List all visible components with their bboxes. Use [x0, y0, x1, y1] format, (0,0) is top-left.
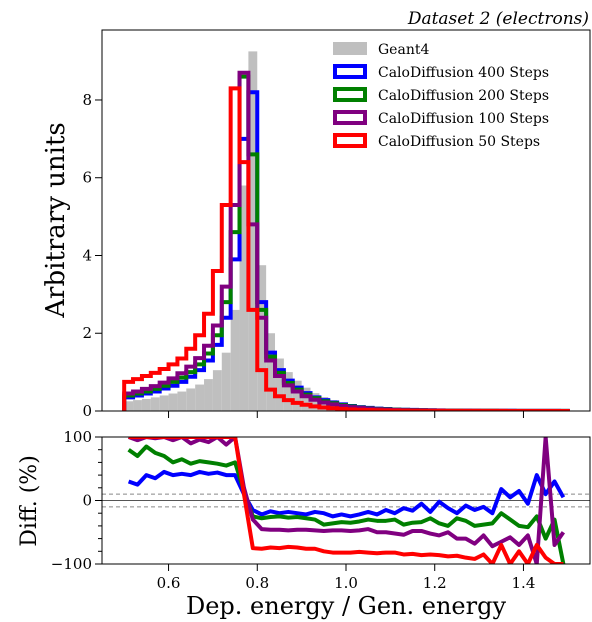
legend-item-calodiffusion-50-steps: CaloDiffusion 50 Steps: [333, 133, 540, 150]
x-tick-label: 0.8: [245, 574, 269, 592]
legend: Geant4 CaloDiffusion 400 Steps CaloDiffusi…: [333, 42, 549, 150]
ratio-panel: −100 0 100 0.6 0.8 1.0 1.2 1.4 Diff. (%) Dep. e…: [17, 428, 591, 620]
geant4-bar: [141, 398, 151, 411]
ratio-series-layer: [127, 437, 566, 564]
main-y-tick-label: 8: [82, 91, 92, 109]
main-y-tick-label: 4: [82, 246, 92, 264]
legend-item-geant4: Geant4: [333, 42, 429, 58]
chart-title: Dataset 2 (electrons): [407, 9, 589, 29]
ratio-series-calodiffusion-100-steps: [127, 437, 566, 564]
main-y-tick-label: 6: [82, 169, 92, 187]
geant4-bar: [221, 352, 231, 411]
ratio-y-tick-label: −100: [51, 555, 92, 573]
x-tick-label: 0.6: [157, 574, 181, 592]
geant4-bar: [266, 333, 276, 411]
ratio-y-tick-label: 100: [63, 428, 92, 446]
legend-label: CaloDiffusion 200 Steps: [378, 88, 549, 104]
main-axis-ticks: 0 2 4 6 8: [82, 91, 524, 420]
legend-label: CaloDiffusion 100 Steps: [378, 111, 549, 127]
geant4-bar: [239, 185, 249, 411]
ratio-reference-lines: [102, 493, 590, 508]
x-tick-label: 1.4: [512, 574, 536, 592]
ratio-series-calodiffusion-50-steps: [128, 437, 564, 564]
main-y-tick-label: 0: [82, 402, 92, 420]
legend-swatch: [333, 42, 367, 55]
main-panel: 0 2 4 6 8 Arbitrary units Geant4 CaloDiffusio…: [41, 29, 591, 420]
ratio-series-calodiffusion-400-steps: [127, 469, 566, 519]
legend-swatch: [333, 87, 367, 102]
legend-swatch: [333, 133, 367, 148]
geant4-bar: [133, 400, 142, 411]
legend-label: Geant4: [378, 42, 429, 58]
legend-swatch: [333, 64, 367, 79]
main-y-tick-label: 2: [82, 324, 92, 342]
geant4-bar: [177, 391, 187, 411]
geant4-bar: [212, 370, 222, 411]
legend-swatch: [333, 110, 367, 125]
ratio-y-axis-label: Diff. (%): [17, 455, 42, 547]
legend-item-calodiffusion-400-steps: CaloDiffusion 400 Steps: [333, 64, 549, 81]
legend-label: CaloDiffusion 50 Steps: [378, 134, 540, 150]
geant4-bar: [292, 380, 302, 411]
main-y-axis-label: Arbitrary units: [41, 122, 71, 319]
geant4-bar: [230, 309, 240, 411]
geant4-bar: [283, 372, 293, 411]
x-tick-label: 1.2: [423, 574, 447, 592]
legend-item-calodiffusion-100-steps: CaloDiffusion 100 Steps: [333, 110, 549, 127]
ratio-y-tick-label: 0: [82, 492, 92, 510]
geant4-bar: [124, 401, 134, 411]
geant4-bar: [186, 388, 196, 411]
ratio-axis-ticks: −100 0 100 0.6 0.8 1.0 1.2 1.4: [51, 428, 536, 592]
legend-label: CaloDiffusion 400 Steps: [378, 65, 549, 81]
geant4-bar: [275, 358, 284, 411]
geant4-fill-layer: [124, 51, 568, 411]
geant4-bar: [195, 384, 205, 411]
geant4-bar: [257, 265, 267, 411]
ratio-series-calodiffusion-200-steps: [127, 444, 566, 564]
geant4-bar: [301, 387, 311, 411]
x-axis-label: Dep. energy / Gen. energy: [186, 592, 506, 620]
ratio-plot-area: [102, 437, 590, 564]
geant4-bar: [310, 393, 320, 411]
main-plot-area: [122, 51, 570, 411]
x-tick-label: 1.0: [334, 574, 358, 592]
geant4-bar: [159, 395, 169, 411]
geant4-bar: [204, 379, 213, 411]
geant4-bar: [150, 397, 160, 411]
legend-item-calodiffusion-200-steps: CaloDiffusion 200 Steps: [333, 87, 549, 104]
geant4-bar: [248, 51, 258, 411]
geant4-bar: [168, 393, 178, 411]
